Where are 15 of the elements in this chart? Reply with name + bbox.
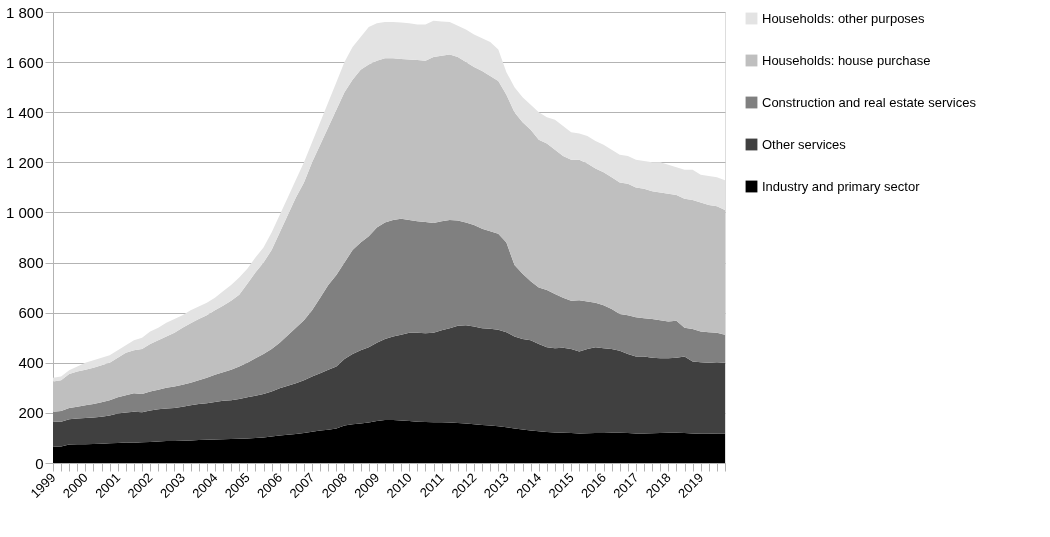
y-tick-label: 1 600 [5, 53, 44, 71]
y-tick-label: 600 [18, 304, 44, 322]
y-tick-label: 0 [35, 454, 44, 472]
y-tick-label: 800 [18, 254, 44, 272]
legend-label: Other services [762, 136, 847, 152]
y-tick-label: 400 [18, 354, 44, 372]
y-tick-label: 1 400 [5, 103, 44, 121]
legend-label: Households: other purposes [762, 10, 926, 26]
y-tick-label: 1 800 [5, 3, 44, 21]
y-tick-label: 200 [18, 404, 44, 422]
legend-label: Households: house purchase [762, 52, 931, 68]
y-tick-label: 1 000 [5, 203, 44, 221]
y-tick-label: 1 200 [5, 153, 44, 171]
legend-label: Construction and real estate services [762, 94, 977, 110]
legend-label: Industry and primary sector [762, 178, 921, 194]
